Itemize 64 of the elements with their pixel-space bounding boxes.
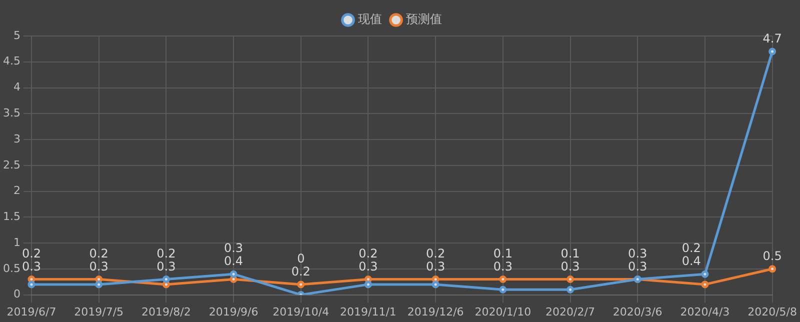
- point: [230, 270, 238, 278]
- x-tick-label: 2019/8/2: [141, 305, 191, 318]
- y-tick-label: 2: [13, 184, 20, 198]
- y-tick-label: 2.5: [2, 158, 20, 172]
- x-tick-label: 2019/9/6: [208, 305, 258, 318]
- y-tick-label: 0.5: [2, 262, 20, 275]
- point: [768, 265, 776, 273]
- x-tick-label: 2019/12/6: [407, 305, 464, 318]
- legend-label: 预测值: [406, 12, 442, 26]
- point: [364, 280, 372, 288]
- point: [566, 276, 574, 284]
- data-label: 0.3: [358, 259, 378, 274]
- point: [499, 276, 507, 284]
- y-tick-label: 1: [13, 236, 20, 249]
- data-label: 0.2: [291, 264, 310, 279]
- point: [28, 280, 36, 288]
- legend-label: 现值: [358, 12, 382, 26]
- y-tick-label: 0: [13, 288, 20, 301]
- data-label: 0.4: [682, 254, 701, 268]
- data-label: 0.3: [426, 259, 446, 274]
- data-label: 0.3: [89, 259, 108, 274]
- point: [432, 280, 440, 288]
- x-tick-label: 2019/10/4: [272, 305, 330, 318]
- data-label: 0.5: [762, 249, 782, 264]
- y-tick-label: 5: [13, 28, 20, 42]
- data-label: 0.2: [89, 246, 108, 260]
- point: [499, 286, 507, 294]
- data-label: 0.4: [224, 254, 244, 268]
- data-label: 0.3: [224, 241, 244, 256]
- x-tick-label: 2019/7/5: [74, 305, 124, 318]
- x-tick-label: 2019/6/7: [6, 305, 56, 318]
- y-tick-label: 3.5: [2, 106, 20, 120]
- y-tick-label: 1.5: [2, 210, 20, 224]
- data-label: 0.3: [156, 259, 176, 274]
- point: [701, 280, 709, 288]
- point: [566, 286, 574, 294]
- y-tick-label: 4.5: [2, 54, 20, 68]
- y-tick-label: 3: [13, 132, 20, 146]
- data-label: 4.7: [762, 32, 782, 46]
- data-label: 0.1: [560, 246, 580, 260]
- x-tick-label: 2020/2/7: [546, 305, 595, 318]
- y-tick-label: 4: [13, 80, 20, 94]
- data-label: 0.1: [493, 246, 512, 260]
- point: [297, 280, 305, 288]
- data-label: 0.2: [22, 246, 42, 260]
- x-tick-label: 2020/4/3: [680, 305, 730, 318]
- data-label: 0.2: [682, 241, 701, 256]
- data-label: 0.2: [358, 246, 378, 260]
- data-label: 0: [297, 252, 305, 266]
- data-label: 0.3: [22, 259, 42, 274]
- x-tick-label: 2020/3/6: [612, 305, 662, 318]
- data-label: 0.2: [426, 246, 446, 260]
- data-label: 0.3: [628, 259, 648, 274]
- x-tick-label: 2020/5/8: [748, 305, 797, 318]
- point: [95, 280, 103, 288]
- data-label: 0.3: [628, 246, 648, 260]
- point: [162, 276, 170, 284]
- point: [701, 270, 709, 278]
- x-tick-label: 2020/1/10: [474, 305, 532, 318]
- point: [768, 48, 776, 56]
- data-label: 0.3: [493, 259, 512, 274]
- x-tick-label: 2019/11/1: [340, 305, 396, 318]
- data-label: 0.3: [560, 259, 580, 274]
- data-label: 0.2: [156, 246, 176, 260]
